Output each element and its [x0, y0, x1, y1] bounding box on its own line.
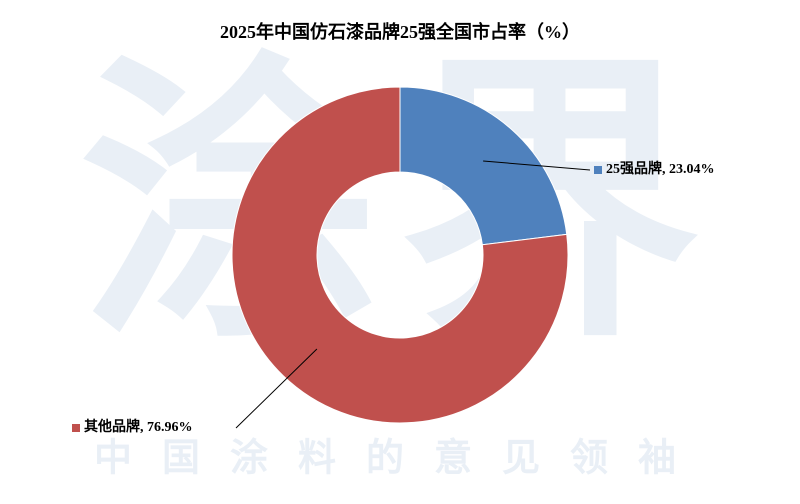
- watermark-slogan: 中国涂料的意见领袖: [94, 436, 706, 480]
- label-key: [594, 166, 602, 174]
- donut-slice: [399, 86, 568, 246]
- data-label: 其他品牌, 76.96%: [84, 418, 193, 435]
- leader-line: [235, 348, 318, 429]
- data-label: 25强品牌, 23.04%: [606, 160, 715, 177]
- watermark: 涂界: [80, 29, 720, 378]
- label-key: [72, 424, 80, 432]
- leader-line: [483, 160, 591, 171]
- donut-slice: [231, 86, 569, 424]
- chart-title: 2025年中国仿石漆品牌25强全国市占率（%）: [220, 21, 580, 42]
